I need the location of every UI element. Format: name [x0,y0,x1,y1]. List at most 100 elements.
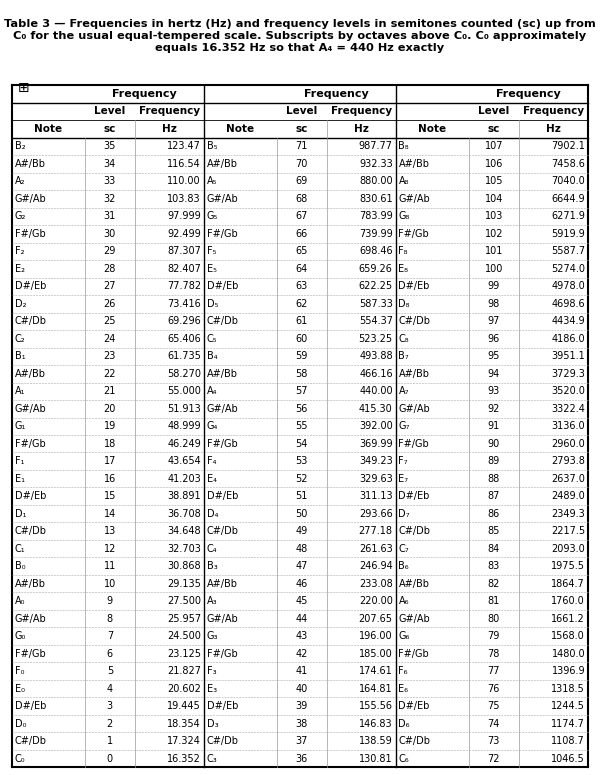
Text: 29.135: 29.135 [167,579,201,589]
Text: 48.999: 48.999 [167,422,201,431]
Text: Level: Level [94,106,125,116]
Text: sc: sc [295,124,308,134]
Text: 622.25: 622.25 [359,281,393,291]
Text: 2: 2 [107,718,113,728]
Text: 123.47: 123.47 [167,142,201,151]
Text: C₈: C₈ [398,334,409,344]
Text: 466.16: 466.16 [359,369,393,379]
Text: 1108.7: 1108.7 [551,736,585,746]
Text: D#/Eb: D#/Eb [206,491,238,501]
Text: 30: 30 [104,229,116,239]
Text: 196.00: 196.00 [359,631,393,641]
Text: 9: 9 [107,596,113,606]
Text: equals 16.352 Hz so that A₄ = 440 Hz exactly: equals 16.352 Hz so that A₄ = 440 Hz exa… [155,43,445,53]
Text: A#/Bb: A#/Bb [15,579,46,589]
Text: C₆: C₆ [398,753,409,763]
Text: 99: 99 [488,281,500,291]
Text: 28: 28 [104,264,116,274]
Text: D#/Eb: D#/Eb [15,701,46,711]
Text: 369.99: 369.99 [359,439,393,449]
Text: 51.913: 51.913 [167,404,201,414]
Text: 71: 71 [295,142,308,151]
Text: 29: 29 [104,246,116,257]
Text: Frequency: Frequency [331,106,392,116]
Text: A₇: A₇ [398,386,409,396]
Text: 4698.6: 4698.6 [551,299,585,309]
Text: D₇: D₇ [398,508,410,518]
Text: 20: 20 [104,404,116,414]
Text: C₄: C₄ [206,543,217,553]
Text: E₁: E₁ [15,474,25,484]
Text: 41: 41 [296,666,308,676]
Text: 95: 95 [488,351,500,361]
Text: 1480.0: 1480.0 [551,649,585,659]
Text: 94: 94 [488,369,500,379]
Text: D₃: D₃ [206,718,218,728]
Text: G#/Ab: G#/Ab [398,404,430,414]
Text: G₅: G₅ [206,212,218,222]
Text: 105: 105 [484,177,503,187]
Text: G₇: G₇ [398,422,410,431]
Text: 59: 59 [295,351,308,361]
Text: 69: 69 [296,177,308,187]
Text: 1174.7: 1174.7 [551,718,585,728]
Text: A₈: A₈ [398,177,409,187]
Text: D#/Eb: D#/Eb [398,281,430,291]
Text: 830.61: 830.61 [359,194,393,204]
Text: 25: 25 [104,316,116,326]
Text: 349.23: 349.23 [359,456,393,467]
Text: 60: 60 [296,334,308,344]
Text: E₆: E₆ [398,684,409,694]
Text: 1864.7: 1864.7 [551,579,585,589]
Text: D₈: D₈ [398,299,410,309]
Text: 36: 36 [296,753,308,763]
Text: 2637.0: 2637.0 [551,474,585,484]
Text: G₄: G₄ [206,422,218,431]
Text: 24: 24 [104,334,116,344]
Text: 4: 4 [107,684,113,694]
Text: 89: 89 [488,456,500,467]
Text: sc: sc [488,124,500,134]
Text: D₀: D₀ [15,718,26,728]
Text: 65.406: 65.406 [167,334,201,344]
Text: 27: 27 [104,281,116,291]
Text: 41.203: 41.203 [167,474,201,484]
Text: F₇: F₇ [398,456,408,467]
Text: 21.827: 21.827 [167,666,201,676]
Text: 440.00: 440.00 [359,386,393,396]
Text: Note: Note [418,124,446,134]
Text: 130.81: 130.81 [359,753,393,763]
Text: 33: 33 [104,177,116,187]
Text: 3136.0: 3136.0 [551,422,585,431]
Text: Frequency: Frequency [139,106,200,116]
Text: 87.307: 87.307 [167,246,201,257]
Text: A#/Bb: A#/Bb [398,369,430,379]
Text: 5587.7: 5587.7 [551,246,585,257]
Text: G#/Ab: G#/Ab [206,194,238,204]
Text: A#/Bb: A#/Bb [398,579,430,589]
Text: 50: 50 [295,508,308,518]
Text: 81: 81 [488,596,500,606]
Text: G₁: G₁ [15,422,26,431]
Text: D#/Eb: D#/Eb [15,491,46,501]
Text: 2093.0: 2093.0 [551,543,585,553]
Text: B₇: B₇ [398,351,409,361]
Text: A₆: A₆ [398,596,409,606]
Text: 97: 97 [488,316,500,326]
Text: 77: 77 [487,666,500,676]
Text: 32.703: 32.703 [167,543,201,553]
Text: D#/Eb: D#/Eb [206,701,238,711]
Text: A#/Bb: A#/Bb [15,369,46,379]
Text: 66: 66 [296,229,308,239]
Text: 932.33: 932.33 [359,159,393,169]
Text: B₂: B₂ [15,142,26,151]
Text: 10: 10 [104,579,116,589]
Text: G₂: G₂ [15,212,26,222]
Text: 23: 23 [104,351,116,361]
Text: D₄: D₄ [206,508,218,518]
Text: 2217.5: 2217.5 [551,526,585,536]
Text: B₈: B₈ [398,142,409,151]
Text: 659.26: 659.26 [359,264,393,274]
Text: Frequency: Frequency [523,106,584,116]
Text: C#/Db: C#/Db [206,736,239,746]
